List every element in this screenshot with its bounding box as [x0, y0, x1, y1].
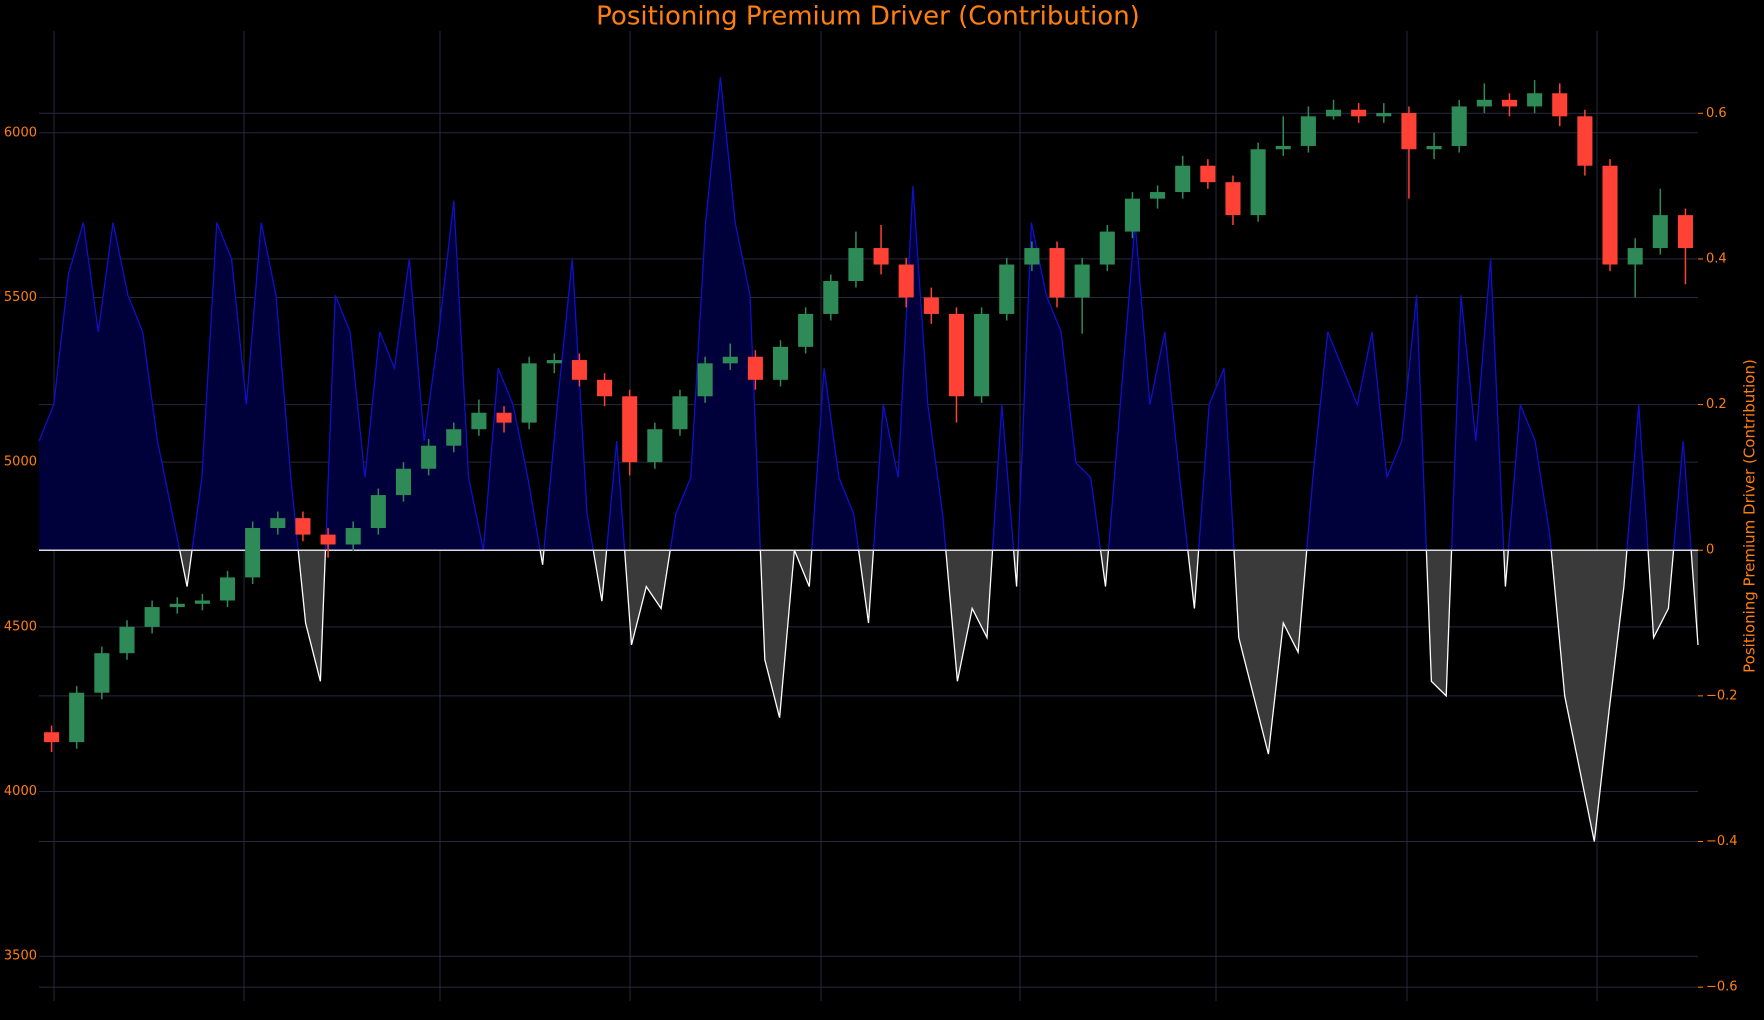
candle-body [496, 412, 512, 423]
candle-body [974, 313, 990, 397]
candle-body [848, 248, 864, 281]
candle-body [1577, 116, 1593, 166]
candle-body [395, 468, 412, 496]
candle-body [1401, 113, 1417, 150]
candle-body [1300, 116, 1316, 146]
candle-body [999, 264, 1015, 314]
y-tick-label: 6000 [4, 125, 37, 140]
candle-body [144, 607, 160, 627]
candle-body [94, 653, 110, 693]
candle-body [320, 534, 336, 545]
y-tick-label: 4500 [4, 619, 37, 634]
y-tick-label: 3500 [4, 949, 37, 964]
y2-tick-label: 0.2 [1706, 397, 1727, 412]
candle-body [1527, 93, 1543, 107]
candle-body [1376, 113, 1392, 117]
candle-body [1099, 231, 1115, 265]
candle-body [697, 363, 713, 397]
candle-body [446, 429, 462, 446]
candle-body [194, 600, 210, 604]
chart-title: Positioning Premium Driver (Contribution… [596, 2, 1140, 32]
y2-tick-label: −0.6 [1706, 980, 1738, 995]
candle-body [597, 379, 613, 397]
candle-body [923, 297, 939, 314]
candle-body [898, 264, 914, 298]
candle-body [1200, 165, 1216, 183]
candle-body [747, 356, 763, 380]
y2-tick-label: −0.2 [1706, 688, 1738, 703]
y2-axis-label: Positioning Premium Driver (Contribution… [1741, 359, 1759, 673]
contribution-line [38, 76, 1692, 551]
candle-body [69, 692, 85, 743]
y-tick-label: 4000 [4, 784, 37, 799]
candle-body [1677, 215, 1693, 249]
candle-body [1426, 145, 1442, 150]
candle-body [1351, 109, 1367, 117]
candle-body [521, 363, 537, 423]
candle-body [1250, 149, 1266, 216]
candle-body [1652, 215, 1668, 249]
candle-body [1501, 99, 1518, 107]
candle-body [1602, 165, 1618, 265]
candle-body [1627, 248, 1643, 265]
candle-body [1175, 165, 1191, 193]
candle-body [772, 346, 789, 380]
candle-body [546, 360, 562, 364]
candle-body [270, 518, 286, 529]
y2-tick-label: 0.4 [1706, 251, 1727, 266]
candle-body [1124, 198, 1140, 232]
candle-body [798, 313, 814, 347]
contribution-line-negative [179, 550, 1699, 842]
candle-body [169, 603, 185, 608]
candle-body [1451, 106, 1467, 146]
candle-body [672, 396, 688, 430]
candle-body [1225, 182, 1241, 216]
candle-body [1476, 99, 1492, 107]
y2-tick-label: −0.4 [1706, 834, 1738, 849]
y2-tick-label: 0 [1706, 543, 1714, 558]
y2-tick-label: 0.6 [1706, 106, 1727, 121]
candle-body [1150, 192, 1166, 199]
candle-body [119, 626, 135, 654]
candle-body [44, 732, 60, 743]
candle-body [421, 445, 437, 469]
candle-body [471, 412, 487, 430]
candle-body [370, 495, 386, 529]
candle-body [345, 528, 361, 545]
candle-body [295, 518, 311, 535]
candle-body [647, 429, 663, 463]
y-tick-label: 5500 [4, 290, 37, 305]
candle-body [571, 360, 587, 380]
candle-body [1049, 248, 1065, 298]
candle-body [245, 528, 261, 578]
candle-body [1074, 264, 1090, 298]
candle-body [722, 356, 738, 364]
candle-body [948, 313, 965, 397]
candle-body [1024, 248, 1040, 265]
candle-body [622, 396, 638, 463]
candle-body [219, 577, 236, 601]
candle-body [873, 248, 889, 265]
candle-body [1325, 109, 1342, 117]
candle-body [823, 280, 839, 314]
y-tick-label: 5000 [4, 455, 37, 470]
candle-body [1552, 93, 1568, 117]
candle-body [1275, 145, 1291, 150]
